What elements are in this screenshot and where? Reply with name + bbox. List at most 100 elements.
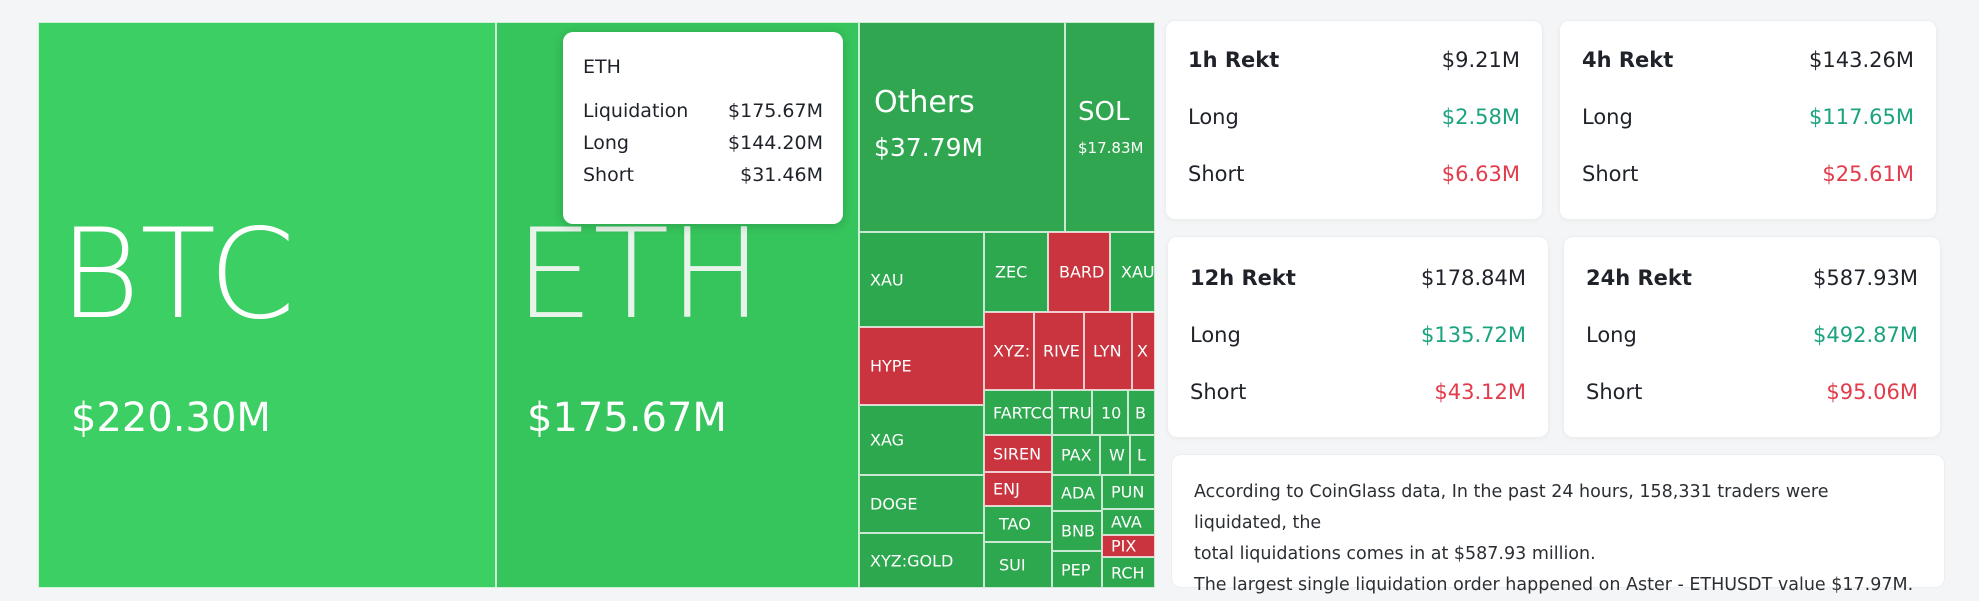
cell-symbol: SUI (999, 555, 1026, 575)
treemap-cell-siren[interactable]: SIREN (984, 435, 1052, 472)
treemap-cell-fartco[interactable]: FARTCO (984, 390, 1052, 435)
card-total: $9.21M (1441, 47, 1520, 72)
long-value: $2.58M (1441, 104, 1520, 129)
cell-symbol: PAX (1061, 445, 1092, 465)
treemap-cell-xau[interactable]: XAU (859, 232, 984, 327)
stat-card-12h: 12h Rekt $178.84M Long $135.72M Short $43.1… (1167, 236, 1549, 438)
long-label: Long (1586, 322, 1637, 347)
long-label: Long (1188, 104, 1239, 129)
cell-symbol: X (1137, 341, 1148, 361)
short-value: $95.06M (1826, 379, 1918, 404)
treemap-cell-btc[interactable]: BTC $220.30M (38, 22, 496, 588)
short-label: Short (1582, 161, 1639, 186)
card-title: 1h Rekt (1188, 47, 1280, 72)
short-label: Short (1188, 161, 1245, 186)
cell-symbol: PEP (1061, 560, 1091, 579)
treemap-cell-tao[interactable]: TAO (984, 506, 1052, 542)
treemap-cell-ada[interactable]: ADA (1052, 475, 1102, 511)
stat-card-1h: 1h Rekt $9.21M Long $2.58M Short $6.63M (1165, 20, 1543, 220)
cell-symbol: ADA (1061, 483, 1095, 503)
treemap-cell-sui[interactable]: SUI (984, 542, 1052, 588)
cell-symbol: Others (874, 85, 975, 120)
cell-symbol: XAG (870, 430, 905, 450)
card-title: 12h Rekt (1190, 265, 1296, 290)
eth-tooltip: ETH Liquidation $175.67M Long $144.20M S… (563, 32, 843, 224)
cell-symbol: PUN (1111, 482, 1145, 502)
cell-symbol: XYZ: (993, 341, 1031, 361)
cell-symbol: SOL (1078, 97, 1130, 127)
tooltip-label: Long (583, 132, 629, 154)
treemap-cell-x[interactable]: X (1132, 312, 1155, 390)
cell-symbol: HYPE (870, 356, 912, 376)
cell-symbol: AVA (1111, 512, 1142, 532)
tooltip-title: ETH (583, 56, 621, 78)
cell-symbol: BTC (59, 203, 296, 347)
tooltip-label: Short (583, 164, 634, 186)
treemap-cell-xau-2[interactable]: XAU (1110, 232, 1155, 312)
treemap-cell-pun[interactable]: PUN (1102, 475, 1155, 509)
tooltip-value: $31.46M (740, 164, 823, 186)
treemap-cell-lyn[interactable]: LYN (1084, 312, 1132, 390)
long-value: $117.65M (1809, 104, 1914, 129)
treemap-cell-pix[interactable]: PIX (1102, 535, 1155, 557)
long-label: Long (1582, 104, 1633, 129)
treemap-cell-pep[interactable]: PEP (1052, 551, 1102, 588)
tooltip-value: $144.20M (728, 132, 823, 154)
treemap-cell-doge[interactable]: DOGE (859, 475, 984, 533)
treemap-cell-b[interactable]: B (1128, 390, 1155, 435)
treemap-cell-others[interactable]: Others $37.79M (859, 22, 1065, 232)
cell-symbol: FARTCO (993, 403, 1052, 422)
summary-line: The largest single liquidation order hap… (1194, 575, 1914, 595)
treemap-cell-pax[interactable]: PAX (1052, 435, 1100, 475)
short-value: $6.63M (1441, 161, 1520, 186)
cell-symbol: XAU (870, 270, 904, 289)
treemap-cell-zec[interactable]: ZEC (984, 232, 1048, 312)
cell-symbol: LYN (1093, 341, 1122, 361)
long-value: $492.87M (1813, 322, 1918, 347)
treemap-cell-bnb[interactable]: BNB (1052, 511, 1102, 551)
treemap-cell-enj[interactable]: ENJ (984, 472, 1052, 506)
cell-value: $175.67M (527, 395, 727, 441)
treemap-cell-l[interactable]: L (1130, 435, 1155, 475)
cell-symbol: DOGE (870, 494, 918, 514)
card-title: 4h Rekt (1582, 47, 1674, 72)
treemap-cell-xag[interactable]: XAG (859, 405, 984, 475)
cell-symbol: BARD (1059, 262, 1105, 282)
short-value: $25.61M (1822, 161, 1914, 186)
treemap-cell-bard[interactable]: BARD (1048, 232, 1110, 312)
short-label: Short (1586, 379, 1643, 404)
tooltip-row-liquidation: Liquidation $175.67M (583, 100, 823, 122)
cell-symbol: L (1137, 445, 1146, 465)
treemap-cell-xyz-gold[interactable]: XYZ:GOLD (859, 533, 984, 588)
cell-symbol: ENJ (993, 479, 1020, 499)
cell-symbol: ZEC (995, 262, 1028, 282)
cell-symbol: ETH (515, 203, 763, 347)
short-value: $43.12M (1434, 379, 1526, 404)
cell-value: $220.30M (71, 395, 271, 441)
cell-symbol: RIVE (1043, 341, 1080, 361)
treemap-cell-sol[interactable]: SOL $17.83M (1065, 22, 1155, 232)
cell-symbol: XAU (1121, 262, 1155, 282)
long-label: Long (1190, 322, 1241, 347)
cell-symbol: TRU (1059, 403, 1092, 422)
short-label: Short (1190, 379, 1247, 404)
treemap-cell-rch[interactable]: RCH (1102, 557, 1155, 588)
card-total: $178.84M (1421, 265, 1526, 290)
tooltip-row-long: Long $144.20M (583, 132, 823, 154)
treemap-cell-rive[interactable]: RIVE (1034, 312, 1084, 390)
cell-symbol: TAO (999, 514, 1031, 534)
treemap-cell-ava[interactable]: AVA (1102, 509, 1155, 535)
treemap-cell-w[interactable]: W (1100, 435, 1130, 475)
treemap-cell-xyz[interactable]: XYZ: (984, 312, 1034, 390)
cell-symbol: 10 (1101, 403, 1122, 422)
cell-symbol: W (1109, 445, 1125, 465)
tooltip-row-short: Short $31.46M (583, 164, 823, 186)
summary-line: According to CoinGlass data, In the past… (1194, 482, 1829, 533)
summary-line: total liquidations comes in at $587.93 m… (1194, 544, 1596, 564)
treemap-cell-hype[interactable]: HYPE (859, 327, 984, 405)
tooltip-value: $175.67M (728, 100, 823, 122)
treemap-cell-10[interactable]: 10 (1092, 390, 1128, 435)
cell-symbol: B (1135, 403, 1146, 422)
card-total: $143.26M (1809, 47, 1914, 72)
treemap-cell-tru[interactable]: TRU (1052, 390, 1092, 435)
